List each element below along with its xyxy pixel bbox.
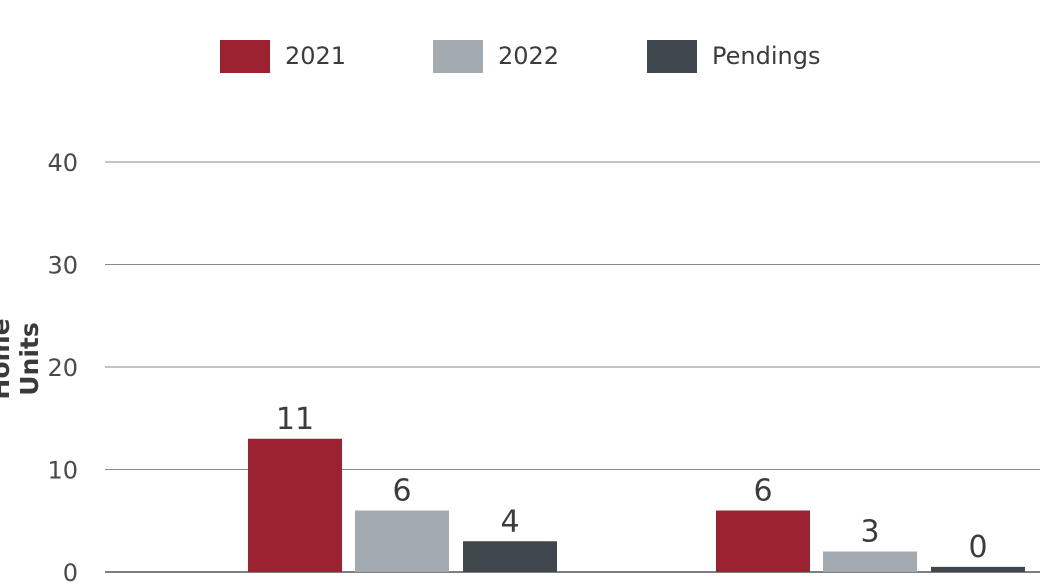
bar [355, 510, 449, 572]
legend-swatch-2021 [220, 39, 270, 73]
y-tick-label: 40 [47, 149, 78, 177]
legend-label-2022: 2022 [498, 42, 560, 70]
legend-swatch-2022 [433, 39, 483, 73]
data-label: 0 [968, 530, 987, 565]
legend: 2021 2022 Pendings [0, 38, 1040, 74]
y-tick-label: 10 [47, 457, 78, 485]
bar [463, 541, 557, 572]
legend-label-pendings: Pendings [712, 42, 821, 70]
legend-label-2021: 2021 [285, 42, 347, 70]
legend-item-pendings: Pendings [647, 38, 820, 74]
y-tick-label: 30 [47, 252, 78, 280]
bar [248, 438, 342, 572]
bar [823, 551, 917, 572]
bar [931, 566, 1025, 572]
data-label: 6 [392, 474, 411, 509]
y-tick-label: 0 [63, 559, 78, 585]
legend-swatch-pendings [647, 39, 697, 73]
bar [716, 510, 810, 572]
data-label: 11 [276, 402, 314, 437]
data-label: 6 [753, 474, 772, 509]
legend-item-2021: 2021 [220, 38, 346, 74]
legend-item-2022: 2022 [433, 38, 559, 74]
data-label: 3 [860, 515, 879, 550]
data-label: 4 [500, 504, 519, 539]
y-tick-label: 20 [47, 354, 78, 382]
